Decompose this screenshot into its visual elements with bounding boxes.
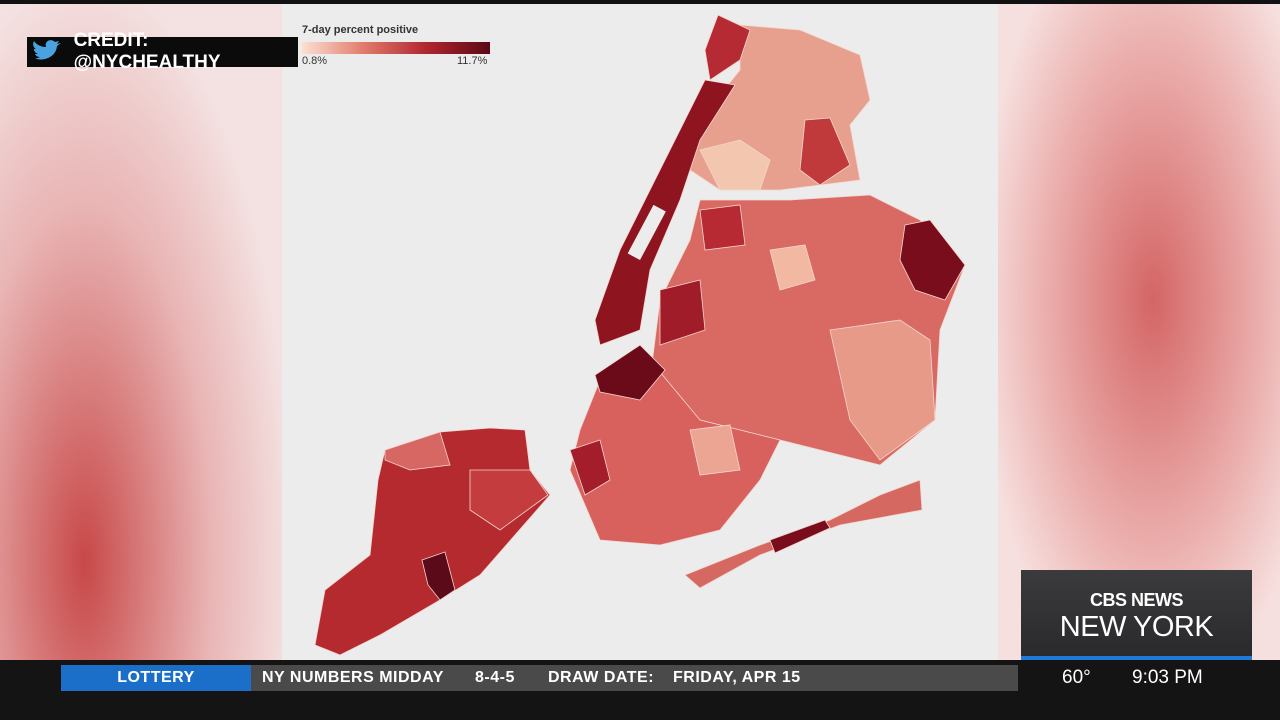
legend-min: 0.8%: [302, 55, 328, 67]
legend-gradient: [302, 42, 490, 54]
station-name: NEW YORK: [1059, 611, 1214, 643]
credit-text: CREDIT: @NYCHEALTHY: [73, 30, 221, 73]
bronx-zip: [799, 117, 851, 186]
legend-max: 11.7%: [457, 55, 488, 67]
ticker-game: NY NUMBERS MIDDAY: [262, 669, 444, 686]
ticker-bar: NY NUMBERS MIDDAY 8-4-5 DRAW DATE: FRIDA…: [251, 665, 1018, 691]
clock: 9:03 PM: [1132, 667, 1203, 688]
rockaway-zip: [769, 519, 831, 554]
side-panel: [0, 4, 282, 660]
temperature: 60°: [1062, 667, 1091, 688]
brooklyn-zip: [594, 344, 666, 401]
queens-zip: [899, 219, 966, 301]
network-logo: CBS NEWS NEW YORK: [1021, 570, 1252, 660]
ticker-date-label: DRAW DATE:: [548, 669, 655, 686]
ticker-date: FRIDAY, APR 15: [673, 669, 801, 686]
queens-zip: [699, 204, 746, 251]
ticker-numbers: 8-4-5: [475, 669, 515, 686]
map: [314, 14, 966, 656]
bronx-zip: [704, 14, 751, 81]
credit-badge: CREDIT: @NYCHEALTHY: [27, 30, 298, 73]
central-park: [627, 204, 666, 261]
staten-island-zip: [469, 469, 549, 531]
bronx-zip: [699, 139, 771, 191]
twitter-icon: [33, 40, 61, 60]
queens-zip: [659, 279, 706, 346]
staten-island-zip: [421, 551, 456, 601]
queens-zip: [829, 319, 936, 461]
brooklyn-zip: [689, 424, 741, 476]
brooklyn-zip: [569, 439, 611, 496]
legend-title: 7-day percent positive: [302, 24, 419, 36]
network-brand: CBS NEWS: [1089, 590, 1184, 610]
side-panel: [998, 4, 1280, 660]
ticker-section: LOTTERY: [61, 665, 251, 691]
queens-zip: [769, 244, 816, 291]
staten-island-zip: [384, 431, 451, 471]
